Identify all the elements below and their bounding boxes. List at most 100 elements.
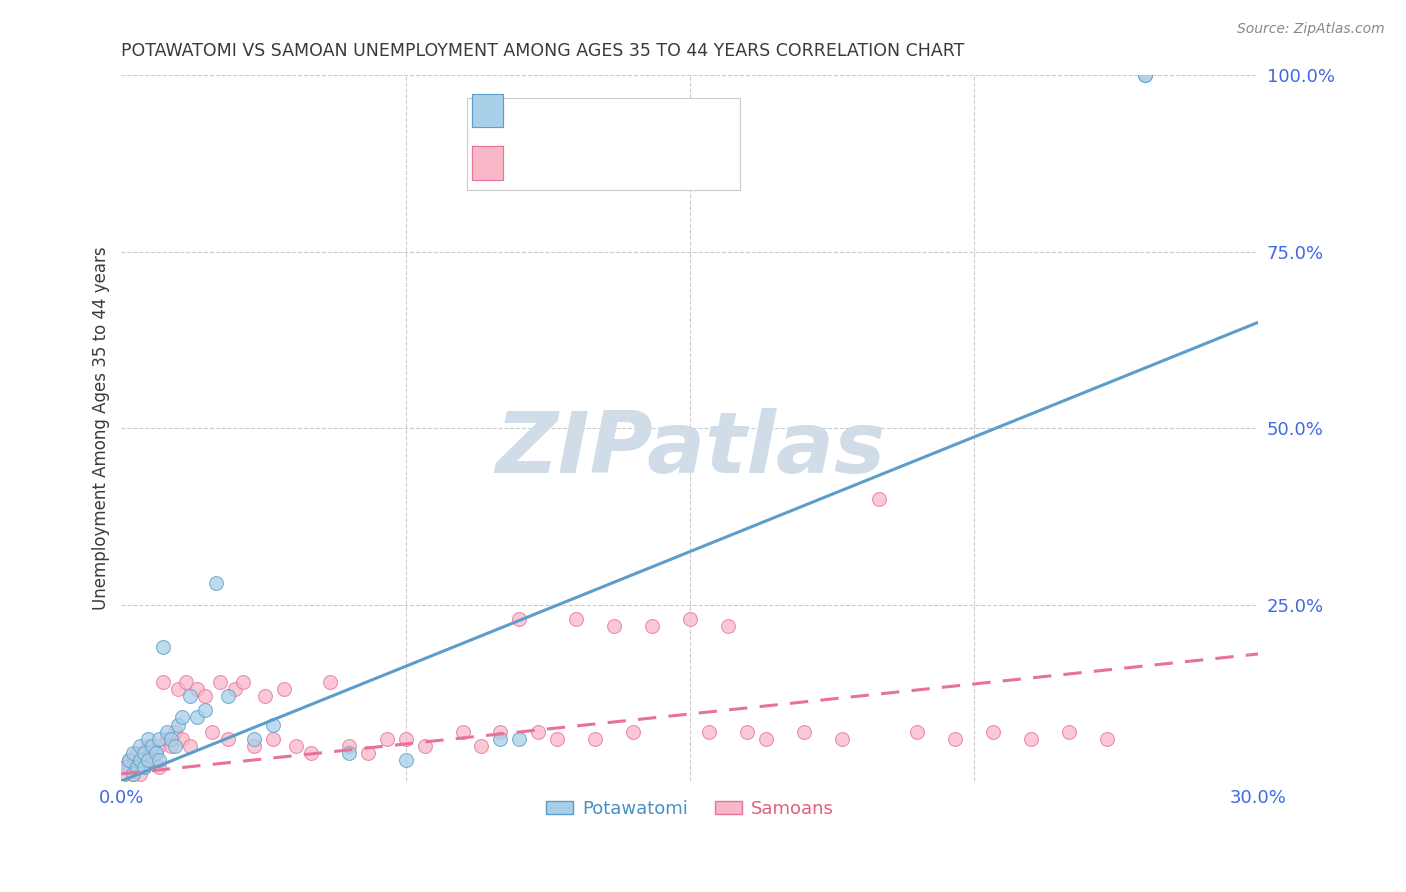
Point xyxy=(129,753,152,767)
Point xyxy=(145,746,167,760)
Point xyxy=(395,731,418,746)
Point xyxy=(546,731,568,746)
Point xyxy=(273,682,295,697)
Text: ZIPatlas: ZIPatlas xyxy=(495,408,884,491)
Point xyxy=(603,618,626,632)
Point xyxy=(981,724,1004,739)
Point xyxy=(357,746,380,760)
Point xyxy=(1057,724,1080,739)
Point xyxy=(118,753,141,767)
Text: R = 0.488: R = 0.488 xyxy=(515,151,605,169)
FancyBboxPatch shape xyxy=(467,98,740,189)
FancyBboxPatch shape xyxy=(471,146,503,180)
Point xyxy=(470,739,492,753)
Point xyxy=(508,612,530,626)
Point xyxy=(125,760,148,774)
Point xyxy=(735,724,758,739)
Point xyxy=(121,753,143,767)
Point xyxy=(489,731,512,746)
Point xyxy=(156,724,179,739)
Point xyxy=(172,710,194,724)
Point xyxy=(152,675,174,690)
Point xyxy=(217,731,239,746)
Point xyxy=(375,731,398,746)
Point xyxy=(186,710,208,724)
Point xyxy=(1019,731,1042,746)
Point xyxy=(224,682,246,697)
Point xyxy=(156,731,179,746)
Point xyxy=(262,717,284,731)
Point xyxy=(129,753,152,767)
Point xyxy=(129,739,152,753)
Point xyxy=(194,703,217,717)
Point xyxy=(717,618,740,632)
Point xyxy=(793,724,815,739)
Point xyxy=(163,724,186,739)
Point xyxy=(583,731,606,746)
Point xyxy=(134,760,156,774)
Point xyxy=(194,690,217,704)
Point xyxy=(179,690,201,704)
Point xyxy=(217,690,239,704)
Point xyxy=(208,675,231,690)
Point xyxy=(159,731,181,746)
FancyBboxPatch shape xyxy=(471,94,503,128)
Point xyxy=(163,739,186,753)
Point xyxy=(148,739,170,753)
Point xyxy=(121,746,143,760)
Text: N = 70: N = 70 xyxy=(612,151,679,169)
Point xyxy=(121,767,143,781)
Point xyxy=(621,724,644,739)
Point xyxy=(831,731,853,746)
Point xyxy=(641,618,664,632)
Point xyxy=(114,760,136,774)
Point xyxy=(148,731,170,746)
Point xyxy=(205,576,228,591)
Point xyxy=(254,690,277,704)
Point xyxy=(868,491,890,506)
Legend: Potawatomi, Samoans: Potawatomi, Samoans xyxy=(538,792,841,825)
Point xyxy=(129,767,152,781)
Point xyxy=(508,731,530,746)
Point xyxy=(167,682,190,697)
Point xyxy=(136,731,159,746)
Point xyxy=(134,760,156,774)
Point xyxy=(114,760,136,774)
Point xyxy=(136,753,159,767)
Point xyxy=(201,724,224,739)
Point xyxy=(148,760,170,774)
Y-axis label: Unemployment Among Ages 35 to 44 years: Unemployment Among Ages 35 to 44 years xyxy=(93,246,110,610)
Text: Source: ZipAtlas.com: Source: ZipAtlas.com xyxy=(1237,22,1385,37)
Point xyxy=(152,640,174,654)
Point xyxy=(148,753,170,767)
Point xyxy=(145,746,167,760)
Point xyxy=(565,612,588,626)
Point xyxy=(114,767,136,781)
Point xyxy=(337,739,360,753)
Point xyxy=(319,675,342,690)
Point xyxy=(179,739,201,753)
Point xyxy=(125,760,148,774)
Point xyxy=(136,739,159,753)
Point xyxy=(232,675,254,690)
Point xyxy=(186,682,208,697)
Point xyxy=(118,760,141,774)
Point xyxy=(943,731,966,746)
Point xyxy=(489,724,512,739)
Point xyxy=(167,717,190,731)
Point xyxy=(125,746,148,760)
Point xyxy=(243,731,266,746)
Point xyxy=(174,675,197,690)
Point xyxy=(284,739,307,753)
Text: R = 0.444: R = 0.444 xyxy=(515,98,606,116)
Point xyxy=(134,746,156,760)
Point xyxy=(451,724,474,739)
Point xyxy=(159,739,181,753)
Text: POTAWATOMI VS SAMOAN UNEMPLOYMENT AMONG AGES 35 TO 44 YEARS CORRELATION CHART: POTAWATOMI VS SAMOAN UNEMPLOYMENT AMONG … xyxy=(121,42,965,60)
Point xyxy=(905,724,928,739)
Point xyxy=(172,731,194,746)
Point xyxy=(299,746,322,760)
Point xyxy=(136,753,159,767)
Point xyxy=(1095,731,1118,746)
Point xyxy=(755,731,778,746)
